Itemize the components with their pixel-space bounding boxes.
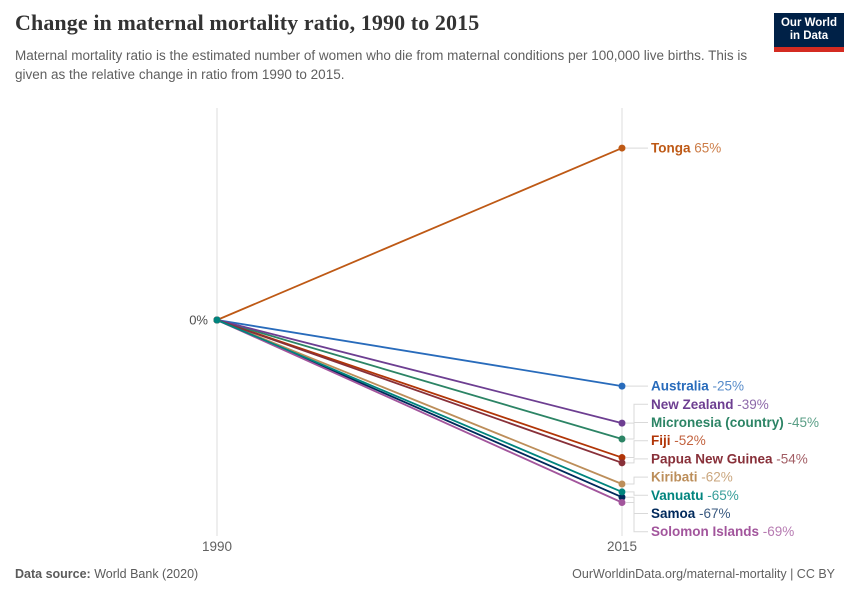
series-label-vanuatu[interactable]: Vanuatu -65% (651, 488, 739, 503)
series-line-tonga[interactable] (216, 147, 623, 321)
series-dot-2015-new-zealand[interactable] (618, 419, 626, 427)
series-label-name-samoa: Samoa (651, 506, 696, 521)
series-dot-2015-tonga[interactable] (618, 144, 626, 152)
series-dot-2015-fiji[interactable] (618, 454, 626, 462)
series-dot-2015-micronesia-country[interactable] (618, 435, 626, 443)
series-label-value-new-zealand: -39% (734, 397, 769, 412)
series-connector-fiji (626, 440, 648, 459)
series-dot-2015-kiribati[interactable] (618, 480, 626, 488)
series-label-papua-new-guinea[interactable]: Papua New Guinea -54% (651, 451, 808, 466)
series-label-name-kiribati: Kiribati (651, 470, 698, 485)
series-dot-2015-papua-new-guinea[interactable] (618, 459, 626, 467)
series-label-name-australia: Australia (651, 379, 709, 394)
series-connector-kiribati (626, 476, 648, 485)
series-label-name-new-zealand: New Zealand (651, 397, 734, 412)
series-line-new-zealand[interactable] (216, 319, 623, 425)
series-connector-solomon-islands (626, 502, 648, 533)
series-connector-papua-new-guinea (626, 458, 648, 464)
x-tick-1990: 1990 (202, 539, 232, 554)
series-dot-2015-australia[interactable] (618, 382, 626, 390)
owid-logo[interactable]: Our World in Data (774, 13, 844, 52)
series-label-value-vanuatu: -65% (704, 488, 739, 503)
series-label-micronesia-country[interactable]: Micronesia (country) -45% (651, 415, 819, 430)
series-label-australia[interactable]: Australia -25% (651, 379, 744, 394)
series-label-value-fiji: -52% (671, 433, 706, 448)
series-dot-2015-samoa[interactable] (618, 493, 626, 501)
series-label-value-samoa: -67% (695, 506, 730, 521)
owid-logo-text: Our World in Data (781, 17, 837, 43)
series-line-micronesia-country[interactable] (216, 319, 623, 440)
series-dot-2015-vanuatu[interactable] (618, 488, 626, 496)
series-line-vanuatu[interactable] (216, 319, 623, 493)
page-title: Change in maternal mortality ratio, 1990… (15, 10, 480, 35)
series-label-new-zealand[interactable]: New Zealand -39% (651, 397, 769, 412)
series-connector-samoa (626, 496, 648, 514)
series-label-name-fiji: Fiji (651, 433, 671, 448)
series-label-name-papua-new-guinea: Papua New Guinea (651, 451, 773, 466)
chart-subtitle: Maternal mortality ratio is the estimate… (15, 48, 748, 82)
chart-footer: Data source: World Bank (2020) OurWorldi… (15, 567, 835, 581)
series-label-name-vanuatu: Vanuatu (651, 488, 704, 503)
owid-logo-line1: Our World (780, 17, 837, 29)
series-dot-2015-solomon-islands[interactable] (618, 499, 626, 507)
data-source: Data source: World Bank (2020) (15, 567, 198, 581)
series-label-name-solomon-islands: Solomon Islands (651, 524, 759, 539)
series-line-australia[interactable] (216, 319, 623, 388)
series-label-value-kiribati: -62% (698, 470, 733, 485)
x-tick-2015: 2015 (607, 539, 637, 554)
chart-header: Change in maternal mortality ratio, 1990… (15, 10, 835, 84)
series-line-solomon-islands[interactable] (216, 319, 623, 504)
series-label-samoa[interactable]: Samoa -67% (651, 506, 731, 521)
series-label-tonga[interactable]: Tonga 65% (651, 141, 721, 156)
owid-link[interactable]: OurWorldinData.org/maternal-mortality | … (572, 567, 835, 581)
baseline-zero-label: 0% (189, 313, 208, 328)
series-connector-micronesia-country (626, 422, 648, 440)
series-label-value-tonga: 65% (691, 141, 722, 156)
series-line-papua-new-guinea[interactable] (216, 319, 623, 464)
series-label-name-tonga: Tonga (651, 141, 691, 156)
series-label-value-micronesia-country: -45% (784, 415, 819, 430)
series-label-value-solomon-islands: -69% (759, 524, 794, 539)
data-source-value: World Bank (2020) (90, 567, 199, 581)
series-label-name-micronesia-country: Micronesia (country) (651, 415, 784, 430)
series-connector-vanuatu (626, 491, 648, 496)
series-dot-1990-vanuatu[interactable] (213, 316, 221, 324)
series-connector-new-zealand (626, 403, 648, 424)
series-label-kiribati[interactable]: Kiribati -62% (651, 470, 733, 485)
series-line-kiribati[interactable] (216, 319, 623, 485)
owid-logo-line2: in Data (789, 30, 829, 42)
data-source-label: Data source: (15, 567, 91, 581)
series-label-fiji[interactable]: Fiji -52% (651, 433, 706, 448)
series-label-value-australia: -25% (709, 379, 744, 394)
series-label-solomon-islands[interactable]: Solomon Islands -69% (651, 524, 794, 539)
series-label-value-papua-new-guinea: -54% (773, 451, 808, 466)
